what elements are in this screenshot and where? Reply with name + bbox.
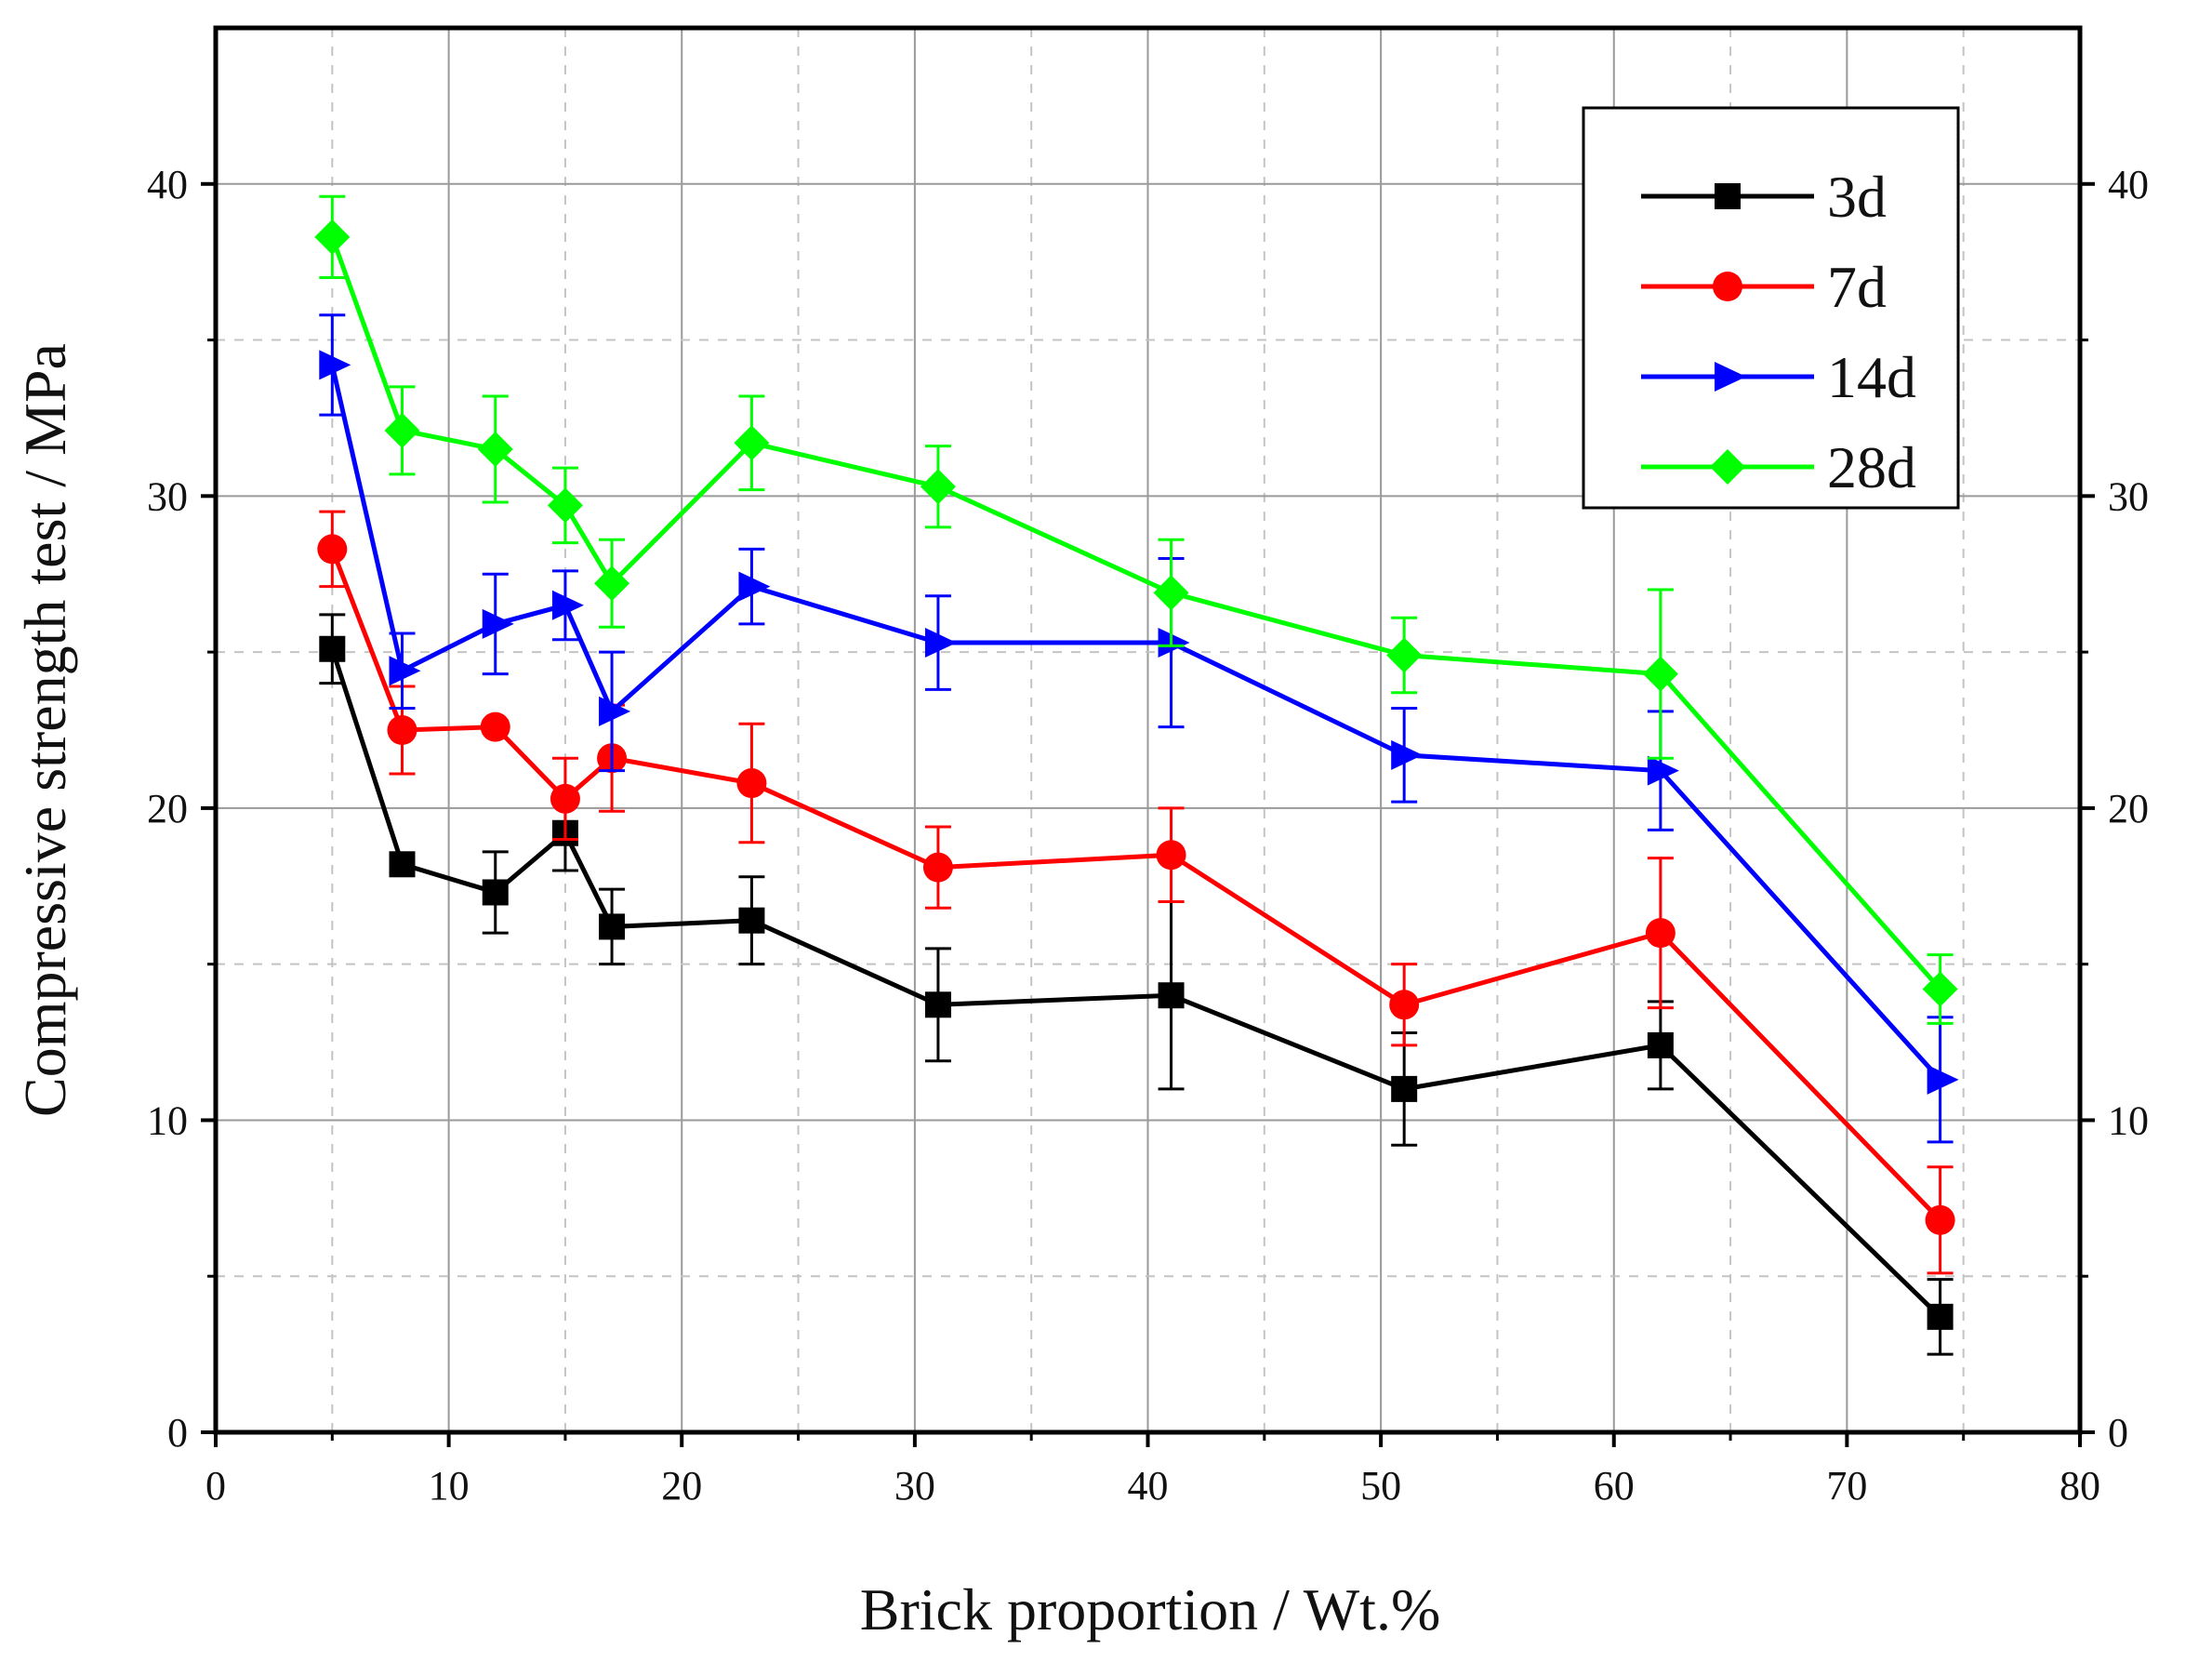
y-tick-label-right: 10 <box>2108 1097 2149 1143</box>
data-point-7d <box>1389 990 1420 1020</box>
data-point-28d <box>1922 971 1958 1007</box>
data-point-14d <box>482 608 514 639</box>
data-point-3d <box>1158 982 1185 1009</box>
data-point-14d <box>599 696 631 726</box>
legend-label-28d: 28d <box>1827 434 1916 500</box>
data-point-28d <box>1642 656 1678 692</box>
series <box>314 194 1959 1356</box>
legend-box <box>1582 106 1960 510</box>
x-tick-label: 0 <box>205 1463 226 1509</box>
y-tick-label-left: 20 <box>147 786 188 831</box>
series-3d <box>319 613 1954 1356</box>
y-tick-label-left: 30 <box>147 473 188 519</box>
data-point-28d <box>1153 575 1189 611</box>
data-point-3d <box>319 635 346 662</box>
x-tick-label: 10 <box>429 1463 470 1509</box>
y-tick-label-left: 0 <box>167 1410 188 1456</box>
data-point-28d <box>1386 637 1423 673</box>
data-point-7d <box>387 715 417 745</box>
data-point-7d <box>1645 918 1676 949</box>
data-point-3d <box>389 851 416 878</box>
data-point-28d <box>547 487 583 524</box>
data-point-14d <box>738 571 771 602</box>
legend-item-3d: 3d <box>1641 164 1887 230</box>
legend-marker-3d <box>1715 183 1741 209</box>
legend-marker-7d <box>1713 272 1742 301</box>
data-point-7d <box>1156 840 1186 871</box>
y-tick-label-right: 40 <box>2108 162 2149 207</box>
data-point-7d <box>1925 1204 1955 1235</box>
legend-item-14d: 14d <box>1641 344 1916 410</box>
x-tick-label: 30 <box>894 1463 935 1509</box>
legend-label-7d: 7d <box>1827 254 1887 320</box>
x-tick-label: 80 <box>2060 1463 2100 1509</box>
series-7d <box>317 510 1955 1275</box>
data-point-14d <box>1927 1064 1959 1095</box>
data-point-3d <box>482 879 509 906</box>
data-point-7d <box>550 783 580 814</box>
data-point-7d <box>736 768 767 799</box>
data-point-3d <box>738 907 765 934</box>
legend-item-28d: 28d <box>1641 434 1916 500</box>
y-axis-title: Compressive strength test / MPa <box>12 343 78 1117</box>
data-point-3d <box>1927 1303 1954 1330</box>
legend-label-14d: 14d <box>1827 344 1916 410</box>
data-point-28d <box>594 565 630 602</box>
legend-label-3d: 3d <box>1827 164 1887 230</box>
y-tick-label-right: 20 <box>2108 786 2149 831</box>
legend-item-7d: 7d <box>1641 254 1887 320</box>
y-tick-label-right: 0 <box>2108 1410 2128 1456</box>
x-tick-label: 40 <box>1128 1463 1169 1509</box>
y-tick-label-right: 30 <box>2108 473 2149 519</box>
x-tick-label: 20 <box>661 1463 702 1509</box>
data-point-28d <box>734 425 770 461</box>
data-point-14d <box>1391 739 1424 770</box>
y-tick-label-left: 10 <box>147 1097 188 1143</box>
series-28d <box>314 194 1958 1025</box>
data-point-14d <box>1158 628 1190 658</box>
data-point-3d <box>924 991 951 1018</box>
series-14d <box>319 313 1959 1144</box>
data-point-14d <box>1647 755 1679 786</box>
x-axis-title: Brick proportion / Wt.% <box>860 1576 1441 1642</box>
data-point-28d <box>384 412 420 448</box>
data-point-28d <box>477 432 513 467</box>
data-point-7d <box>480 711 510 742</box>
data-point-7d <box>317 534 348 565</box>
data-point-14d <box>551 590 584 620</box>
legend-marker-28d <box>1710 449 1745 485</box>
data-point-3d <box>1647 1031 1674 1058</box>
y-tick-label-left: 40 <box>147 162 188 207</box>
legend-marker-14d <box>1715 362 1746 392</box>
data-point-14d <box>924 628 957 658</box>
data-point-14d <box>389 656 421 686</box>
data-point-7d <box>922 852 953 883</box>
legend: 3d 7d 14d 28d <box>1582 106 1960 510</box>
data-point-3d <box>1391 1075 1418 1102</box>
x-tick-label: 60 <box>1594 1463 1635 1509</box>
data-point-14d <box>319 350 351 380</box>
x-tick-label: 50 <box>1360 1463 1401 1509</box>
data-point-28d <box>920 469 956 505</box>
data-point-28d <box>314 219 351 255</box>
data-point-3d <box>599 913 626 940</box>
x-tick-label: 70 <box>1826 1463 1867 1509</box>
